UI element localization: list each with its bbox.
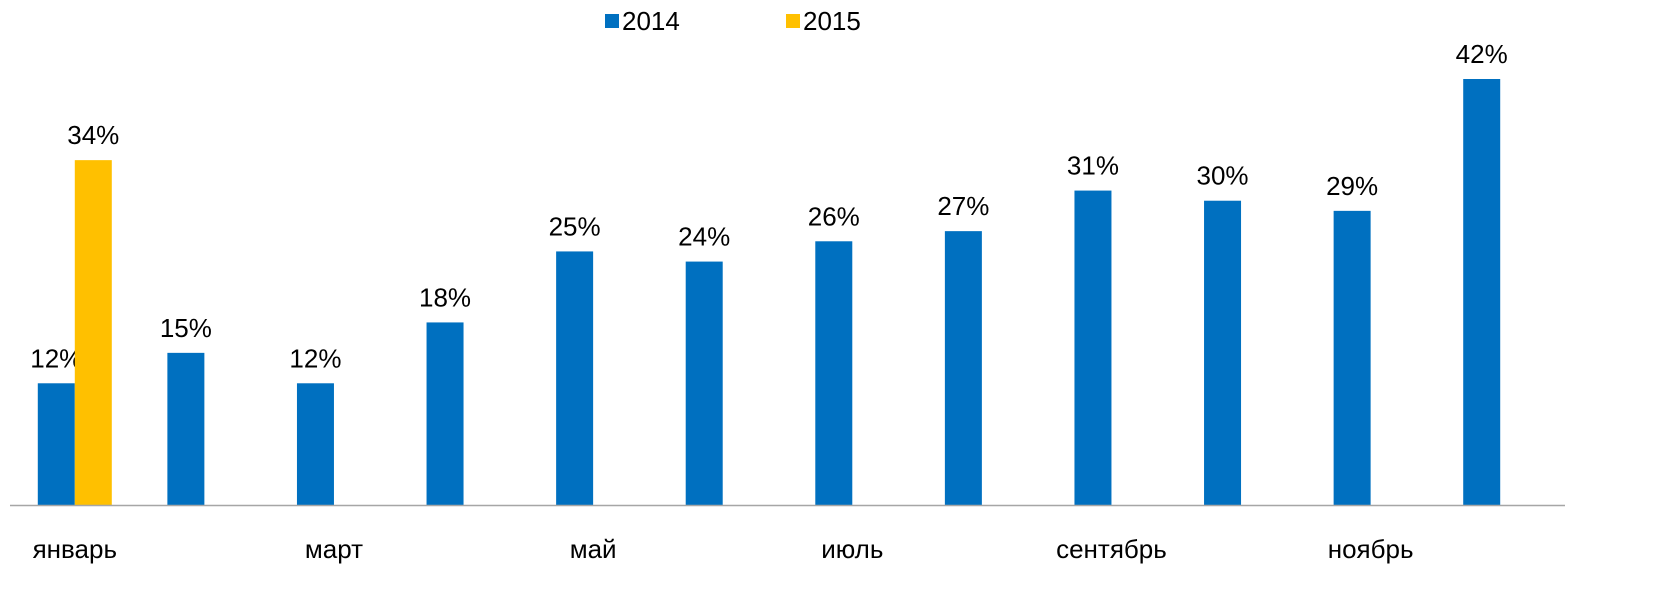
bar xyxy=(1204,200,1242,505)
legend-swatch xyxy=(786,14,800,28)
data-label: 30% xyxy=(1197,161,1249,191)
legend-swatch xyxy=(605,14,619,28)
x-tick-label: январь xyxy=(33,534,117,564)
x-tick-label: июль xyxy=(821,534,883,564)
data-label: 29% xyxy=(1326,171,1378,201)
data-label: 15% xyxy=(160,313,212,343)
bar xyxy=(37,383,75,505)
data-label: 27% xyxy=(937,191,989,221)
data-label: 12% xyxy=(30,343,82,373)
bar xyxy=(1333,210,1371,505)
bar xyxy=(685,261,723,505)
data-label: 24% xyxy=(678,222,730,252)
data-label: 34% xyxy=(67,120,119,150)
bar xyxy=(296,383,334,505)
data-label: 18% xyxy=(419,282,471,312)
bar xyxy=(74,160,112,505)
x-tick-label: март xyxy=(305,534,363,564)
x-tick-label: май xyxy=(570,534,617,564)
legend-label: 2014 xyxy=(622,6,680,36)
data-label: 26% xyxy=(808,201,860,231)
data-label: 25% xyxy=(549,211,601,241)
bar xyxy=(1463,79,1501,505)
x-tick-label: сентябрь xyxy=(1056,534,1167,564)
data-label: 31% xyxy=(1067,151,1119,181)
bar xyxy=(426,322,464,505)
data-label: 42% xyxy=(1456,39,1508,69)
bar xyxy=(167,352,205,505)
x-tick-label: ноябрь xyxy=(1328,534,1414,564)
legend-label: 2015 xyxy=(803,6,861,36)
data-label: 12% xyxy=(289,343,341,373)
bar xyxy=(556,251,594,505)
bar xyxy=(815,241,853,506)
bar xyxy=(944,231,982,505)
bar xyxy=(1074,190,1112,506)
